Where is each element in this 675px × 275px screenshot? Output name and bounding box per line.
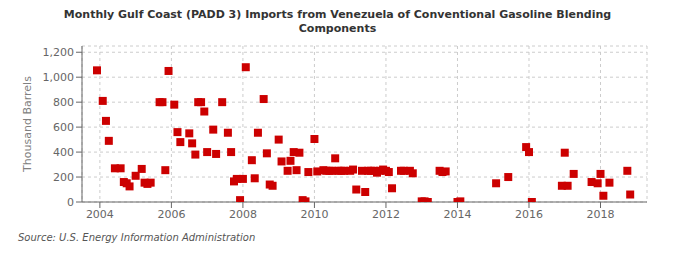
svg-text:2006: 2006 (157, 208, 185, 221)
html-text:Source: U.S. Energy Informatio: Source: U.S. Energy Information Administ… (18, 232, 256, 243)
svg-text:2004: 2004 (86, 208, 114, 221)
svg-text:600: 600 (53, 121, 74, 134)
svg-text:2008: 2008 (229, 208, 257, 221)
svg-text:2018: 2018 (587, 208, 615, 221)
html-text:Components: Components (298, 22, 377, 35)
svg-text:200: 200 (53, 171, 74, 184)
svg-text:0: 0 (67, 196, 74, 209)
svg-text:2012: 2012 (372, 208, 400, 221)
svg-text:1,200: 1,200 (43, 46, 75, 59)
svg-text:2010: 2010 (300, 208, 328, 221)
svg-text:2016: 2016 (515, 208, 543, 221)
svg-text:2014: 2014 (443, 208, 471, 221)
svg-text:800: 800 (53, 96, 74, 109)
svg-text:400: 400 (53, 146, 74, 159)
svg-text:1,000: 1,000 (43, 71, 75, 84)
svg-text:Thousand Barrels: Thousand Barrels (21, 76, 34, 173)
html-text:Monthly Gulf Coast (PADD 3) Im: Monthly Gulf Coast (PADD 3) Imports from… (63, 8, 612, 21)
